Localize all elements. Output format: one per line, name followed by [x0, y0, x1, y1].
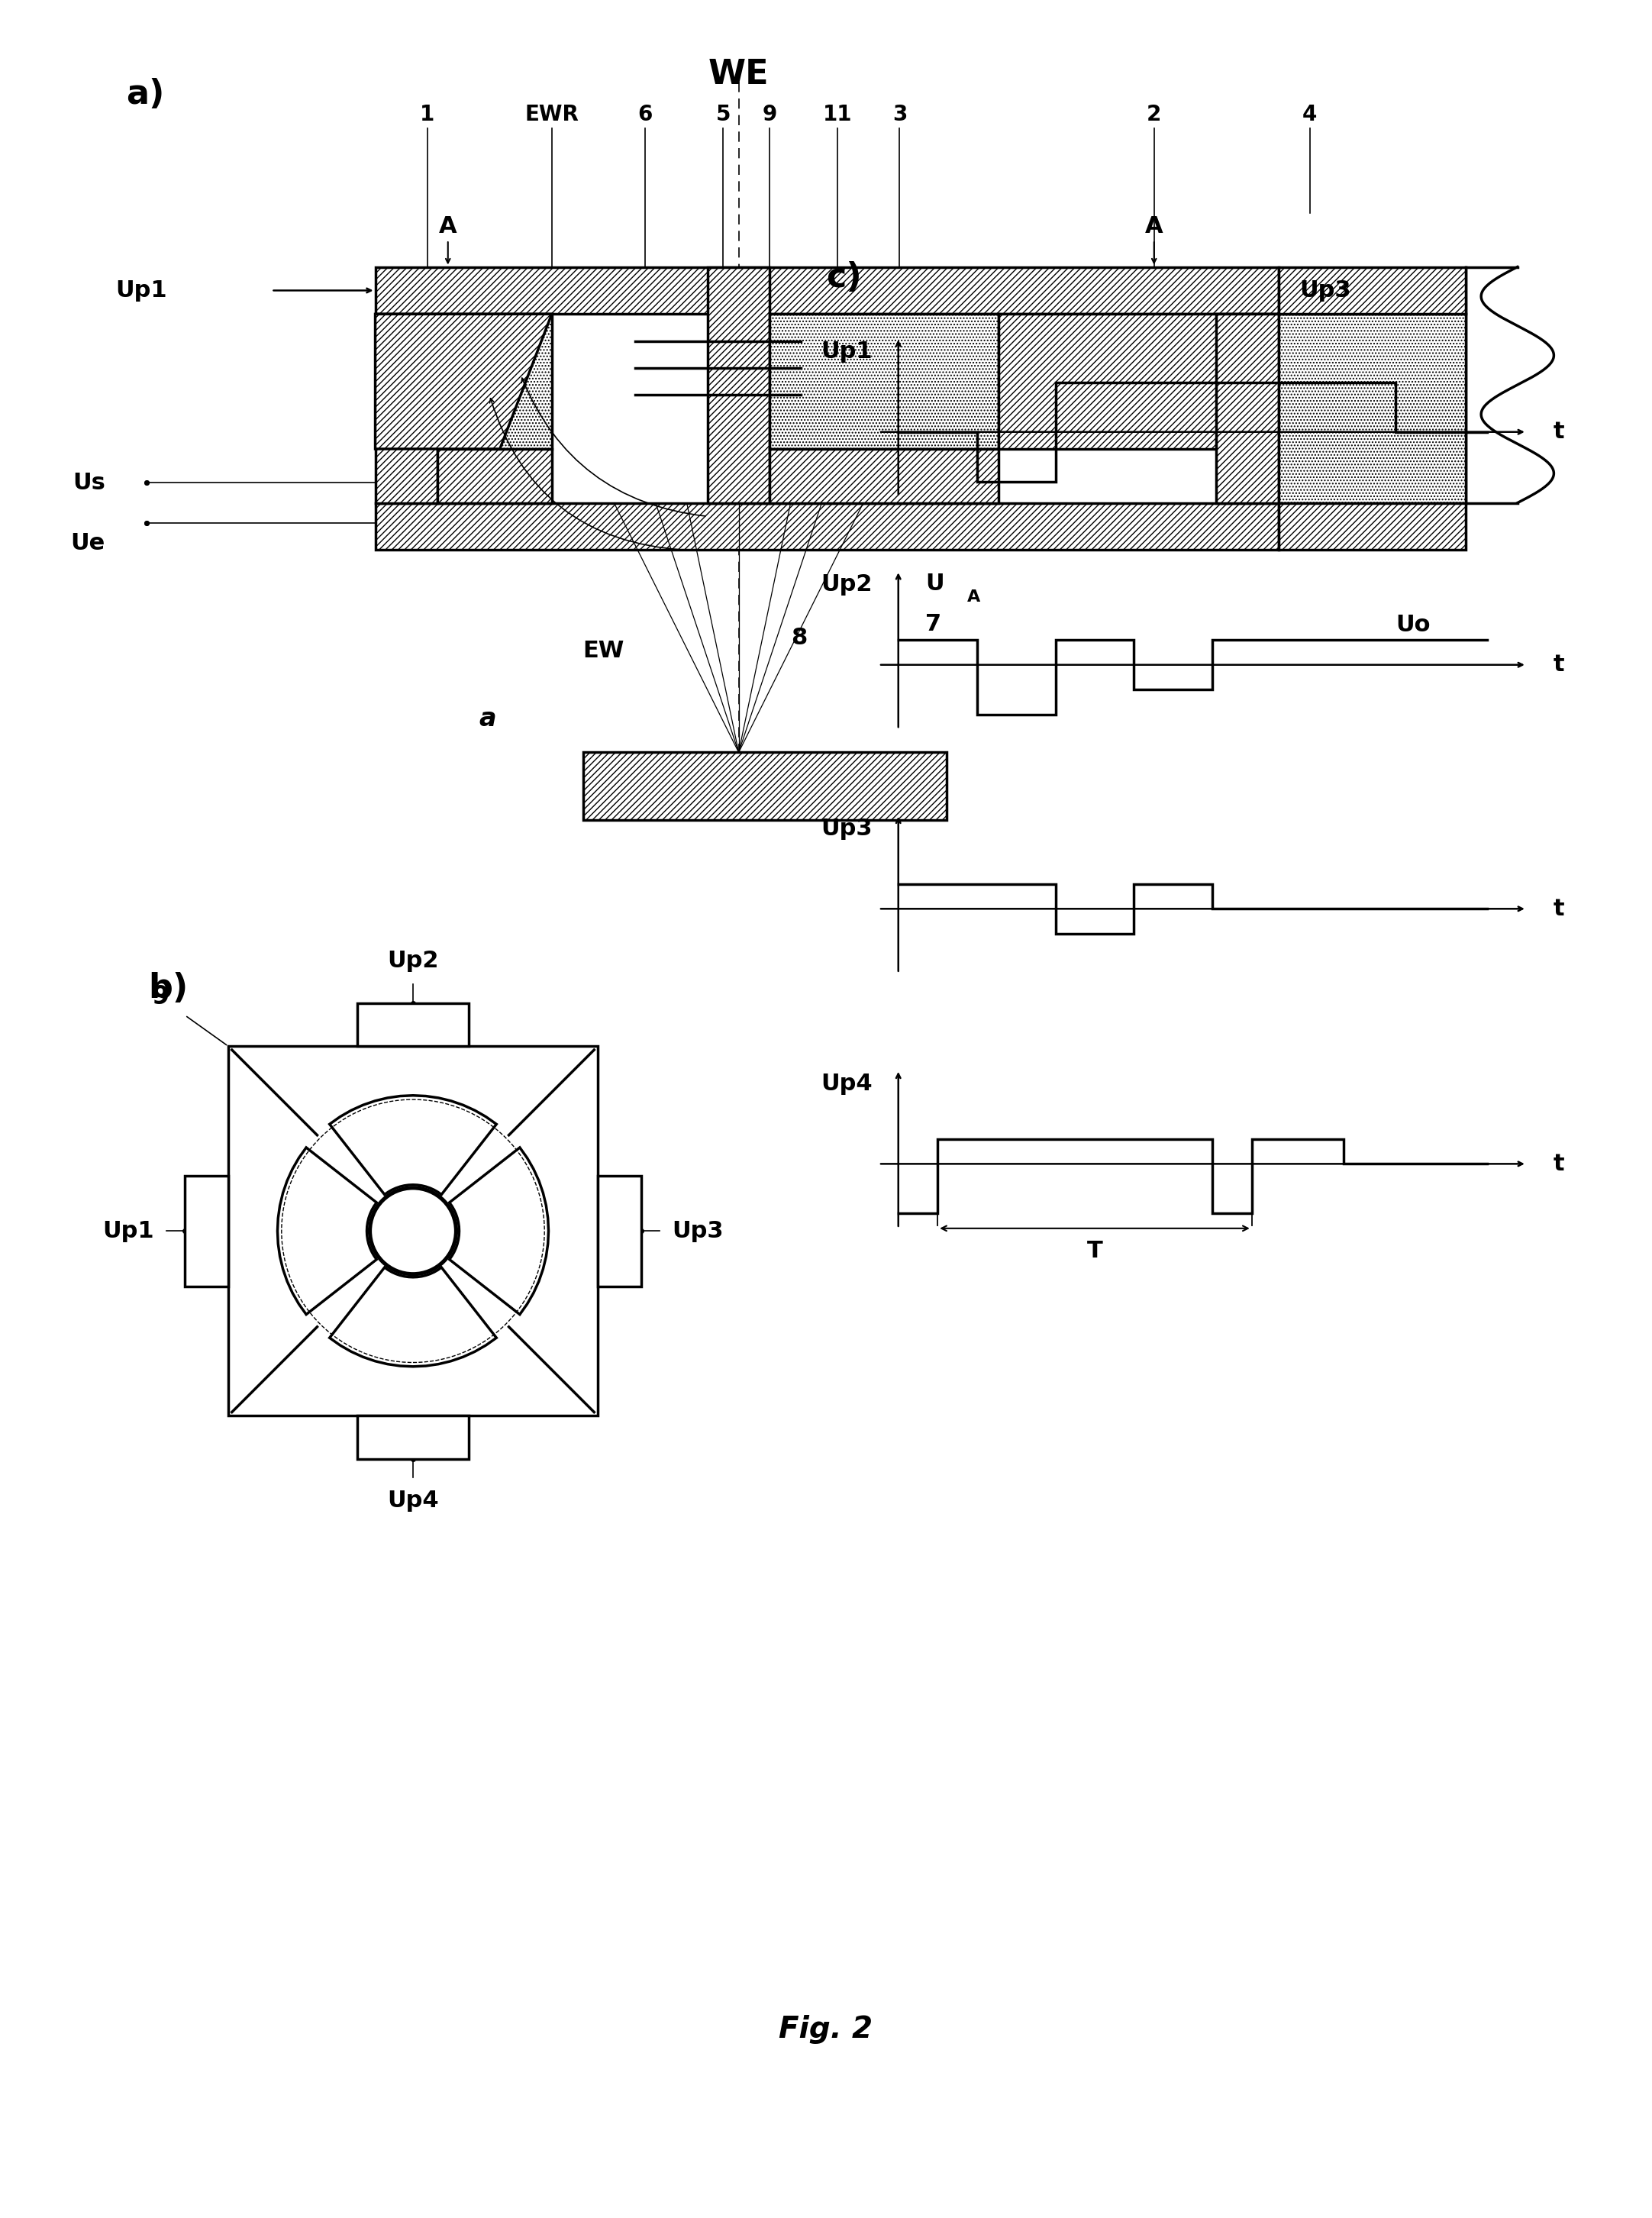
Bar — [583, 752, 947, 821]
Text: 2: 2 — [1146, 104, 1161, 124]
Bar — [375, 503, 1279, 550]
Text: A: A — [1145, 215, 1163, 237]
Text: Fig. 2: Fig. 2 — [780, 2014, 872, 2045]
Bar — [1216, 315, 1279, 503]
Polygon shape — [375, 315, 552, 448]
Text: 7: 7 — [925, 612, 942, 634]
Polygon shape — [329, 1096, 497, 1196]
Text: 1: 1 — [420, 104, 434, 124]
Polygon shape — [449, 1147, 548, 1315]
Text: 6: 6 — [638, 104, 653, 124]
Text: 4: 4 — [1302, 104, 1317, 124]
Text: Up4: Up4 — [387, 1490, 439, 1513]
Text: A: A — [439, 215, 458, 237]
Text: Up2: Up2 — [821, 574, 872, 597]
Text: A: A — [966, 590, 980, 606]
Text: Ue: Ue — [71, 532, 106, 554]
Text: Up4: Up4 — [821, 1074, 872, 1096]
Text: 8: 8 — [791, 628, 806, 650]
Circle shape — [370, 1189, 456, 1273]
Text: 5: 5 — [715, 104, 730, 124]
Text: Us: Us — [73, 472, 106, 495]
Text: b): b) — [149, 971, 188, 1005]
Bar — [770, 448, 998, 503]
Bar — [598, 1176, 641, 1286]
Text: Up3: Up3 — [672, 1220, 724, 1242]
Polygon shape — [998, 315, 1279, 448]
Polygon shape — [329, 1266, 497, 1366]
Text: EW: EW — [583, 641, 624, 663]
Bar — [770, 315, 998, 448]
Text: Up1: Up1 — [102, 1220, 154, 1242]
Text: a: a — [479, 705, 496, 732]
Bar — [375, 315, 438, 503]
Text: Up2: Up2 — [387, 949, 439, 971]
Text: a): a) — [126, 78, 165, 111]
Text: Uo: Uo — [1396, 614, 1431, 637]
Text: c): c) — [826, 262, 862, 293]
Bar — [185, 1176, 228, 1286]
Text: T: T — [1087, 1240, 1102, 1262]
Bar — [357, 1003, 469, 1047]
Text: t: t — [1553, 654, 1564, 676]
Text: U: U — [925, 572, 945, 594]
Bar — [357, 1415, 469, 1459]
Text: t: t — [1553, 898, 1564, 920]
Bar — [1279, 315, 1465, 503]
Text: 3: 3 — [892, 104, 907, 124]
Polygon shape — [278, 1147, 377, 1315]
Text: Up3: Up3 — [1300, 279, 1351, 302]
Text: 9: 9 — [152, 985, 169, 1009]
Bar — [707, 266, 770, 503]
Bar — [1279, 266, 1465, 315]
Text: Up3: Up3 — [821, 818, 872, 841]
Text: Up1: Up1 — [116, 279, 167, 302]
Text: WE: WE — [709, 58, 770, 91]
Bar — [1279, 503, 1465, 550]
Bar — [375, 266, 1279, 315]
Text: EWR: EWR — [525, 104, 578, 124]
Bar — [438, 315, 552, 448]
Bar — [228, 1047, 598, 1415]
Text: 9: 9 — [763, 104, 776, 124]
Text: 11: 11 — [823, 104, 852, 124]
Text: t: t — [1553, 421, 1564, 444]
Text: Up1: Up1 — [821, 342, 872, 364]
Text: t: t — [1553, 1153, 1564, 1176]
Bar — [438, 448, 552, 503]
